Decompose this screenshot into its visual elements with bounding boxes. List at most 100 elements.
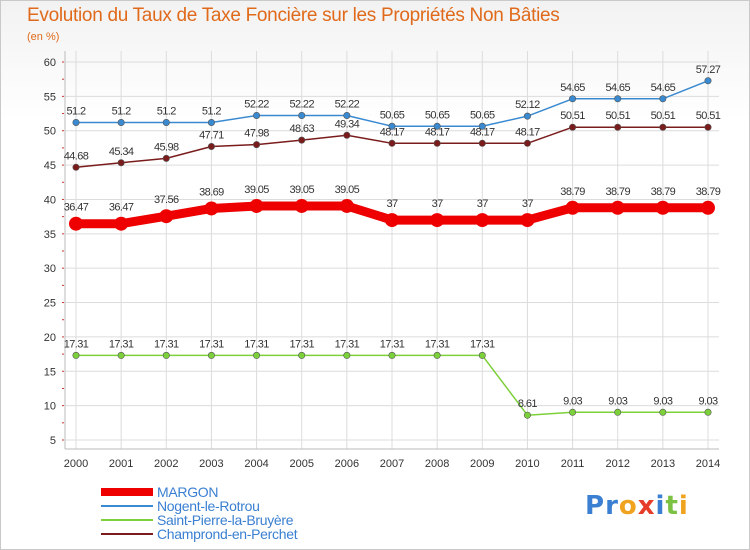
data-label-margon: 38.79	[605, 186, 630, 198]
data-label-saint-pierre-la-bruyere: 17.31	[109, 338, 134, 350]
y-tick-label: 55	[44, 91, 56, 103]
data-point-saint-pierre-la-bruyere	[523, 411, 531, 419]
logo-letter: o	[618, 491, 638, 521]
data-point-margon	[249, 198, 264, 213]
data-label-nogent-le-rotrou: 52.12	[515, 99, 540, 111]
data-label-champrond-en-perchet: 48.17	[470, 126, 495, 138]
data-point-champrond-en-perchet	[478, 139, 486, 147]
data-point-champrond-en-perchet	[388, 139, 396, 147]
data-point-nogent-le-rotrou	[72, 118, 80, 126]
logo-letter: i	[655, 491, 666, 521]
data-label-nogent-le-rotrou: 52.22	[244, 98, 269, 110]
x-tick-label: 2001	[109, 458, 133, 470]
data-label-saint-pierre-la-bruyere: 8.61	[518, 398, 537, 410]
x-tick-label: 2004	[244, 458, 268, 470]
data-label-saint-pierre-la-bruyere: 17.31	[154, 338, 179, 350]
data-point-margon	[520, 213, 535, 228]
data-point-nogent-le-rotrou	[207, 118, 215, 126]
x-tick-label: 2008	[425, 458, 449, 470]
data-label-saint-pierre-la-bruyere: 17.31	[470, 338, 495, 350]
data-point-nogent-le-rotrou	[523, 112, 531, 120]
data-point-margon	[69, 216, 83, 231]
x-tick-label: 2005	[289, 458, 313, 470]
data-point-margon	[701, 200, 715, 215]
proxiti-logo: Proxiti	[585, 491, 689, 521]
x-tick-label: 2002	[154, 458, 178, 470]
data-point-champrond-en-perchet	[523, 139, 531, 147]
y-tick-label: 25	[44, 298, 56, 310]
data-label-nogent-le-rotrou: 50.65	[425, 109, 450, 121]
data-label-nogent-le-rotrou: 54.65	[560, 82, 585, 94]
data-label-champrond-en-perchet: 45.34	[109, 146, 134, 158]
data-point-champrond-en-perchet	[433, 139, 441, 147]
logo-letter: t	[665, 491, 679, 521]
data-label-saint-pierre-la-bruyere: 17.31	[335, 338, 360, 350]
data-point-margon	[294, 198, 309, 213]
data-label-margon: 37	[477, 198, 489, 210]
logo-letter: P	[585, 491, 606, 521]
data-label-champrond-en-perchet: 50.51	[605, 110, 630, 122]
data-point-champrond-en-perchet	[614, 123, 622, 131]
data-label-champrond-en-perchet: 48.17	[380, 126, 405, 138]
data-label-saint-pierre-la-bruyere: 17.31	[289, 338, 314, 350]
data-label-champrond-en-perchet: 47.71	[199, 129, 224, 141]
data-label-margon: 38.69	[199, 186, 224, 198]
data-point-saint-pierre-la-bruyere	[614, 408, 622, 416]
legend-label: Nogent-le-Rotrou	[157, 498, 260, 514]
data-label-margon: 37	[522, 198, 534, 210]
data-label-champrond-en-perchet: 45.98	[154, 141, 179, 153]
data-label-champrond-en-perchet: 49.34	[335, 118, 360, 130]
data-label-nogent-le-rotrou: 54.65	[651, 82, 676, 94]
data-label-saint-pierre-la-bruyere: 17.31	[64, 338, 89, 350]
x-tick-label: 2009	[470, 458, 494, 470]
data-label-saint-pierre-la-bruyere: 17.31	[244, 338, 269, 350]
data-point-saint-pierre-la-bruyere	[659, 408, 667, 416]
data-label-saint-pierre-la-bruyere: 9.03	[698, 395, 717, 407]
data-point-saint-pierre-la-bruyere	[478, 351, 486, 359]
data-point-nogent-le-rotrou	[704, 77, 712, 85]
data-point-saint-pierre-la-bruyere	[117, 351, 125, 359]
data-label-margon: 37.56	[154, 194, 179, 206]
legend-swatch	[101, 488, 153, 496]
data-label-champrond-en-perchet: 48.63	[289, 123, 314, 135]
data-point-saint-pierre-la-bruyere	[298, 351, 306, 359]
x-tick-label: 2011	[561, 458, 585, 470]
data-label-champrond-en-perchet: 44.68	[64, 150, 89, 162]
data-labels: 36.47 36.47 37.56 38.69 39.05 39.05 39.05 37 37 3…	[64, 64, 722, 410]
x-tick-label: 2010	[515, 458, 539, 470]
data-label-saint-pierre-la-bruyere: 17.31	[380, 338, 405, 350]
axes: 5 10 15 20 25 30 35 40 45 50 55 60 2000 2001 2002 2003 2…	[44, 51, 720, 470]
legend-label: Champrond-en-Perchet	[157, 526, 298, 542]
data-point-saint-pierre-la-bruyere	[207, 351, 215, 359]
data-point-margon	[159, 209, 174, 224]
y-tick-label: 60	[44, 57, 56, 69]
logo-letter: r	[605, 491, 619, 521]
data-point-margon	[114, 216, 129, 231]
y-tick-label: 5	[50, 435, 56, 447]
y-tick-label: 35	[44, 229, 56, 241]
data-label-margon: 39.05	[335, 184, 360, 196]
x-tick-label: 2003	[199, 458, 223, 470]
data-label-nogent-le-rotrou: 51.2	[157, 105, 176, 117]
data-label-nogent-le-rotrou: 50.65	[380, 109, 405, 121]
data-label-nogent-le-rotrou: 57.27	[696, 64, 721, 76]
data-point-nogent-le-rotrou	[298, 111, 306, 119]
data-label-saint-pierre-la-bruyere: 17.31	[199, 338, 224, 350]
data-point-margon	[655, 200, 670, 215]
data-point-saint-pierre-la-bruyere	[433, 351, 441, 359]
logo-letter: i	[678, 491, 689, 521]
data-label-nogent-le-rotrou: 52.22	[289, 98, 314, 110]
data-point-nogent-le-rotrou	[253, 111, 261, 119]
y-tick-label: 30	[44, 263, 56, 275]
data-point-champrond-en-perchet	[253, 141, 261, 149]
legend-label: Saint-Pierre-la-Bruyère	[157, 512, 294, 528]
data-point-nogent-le-rotrou	[478, 122, 486, 130]
data-point-margon	[204, 201, 219, 216]
data-point-champrond-en-perchet	[659, 123, 667, 131]
data-point-nogent-le-rotrou	[614, 95, 622, 103]
data-label-nogent-le-rotrou: 51.2	[202, 105, 221, 117]
legend-label: MARGON	[157, 484, 219, 500]
data-label-nogent-le-rotrou: 52.22	[335, 98, 360, 110]
